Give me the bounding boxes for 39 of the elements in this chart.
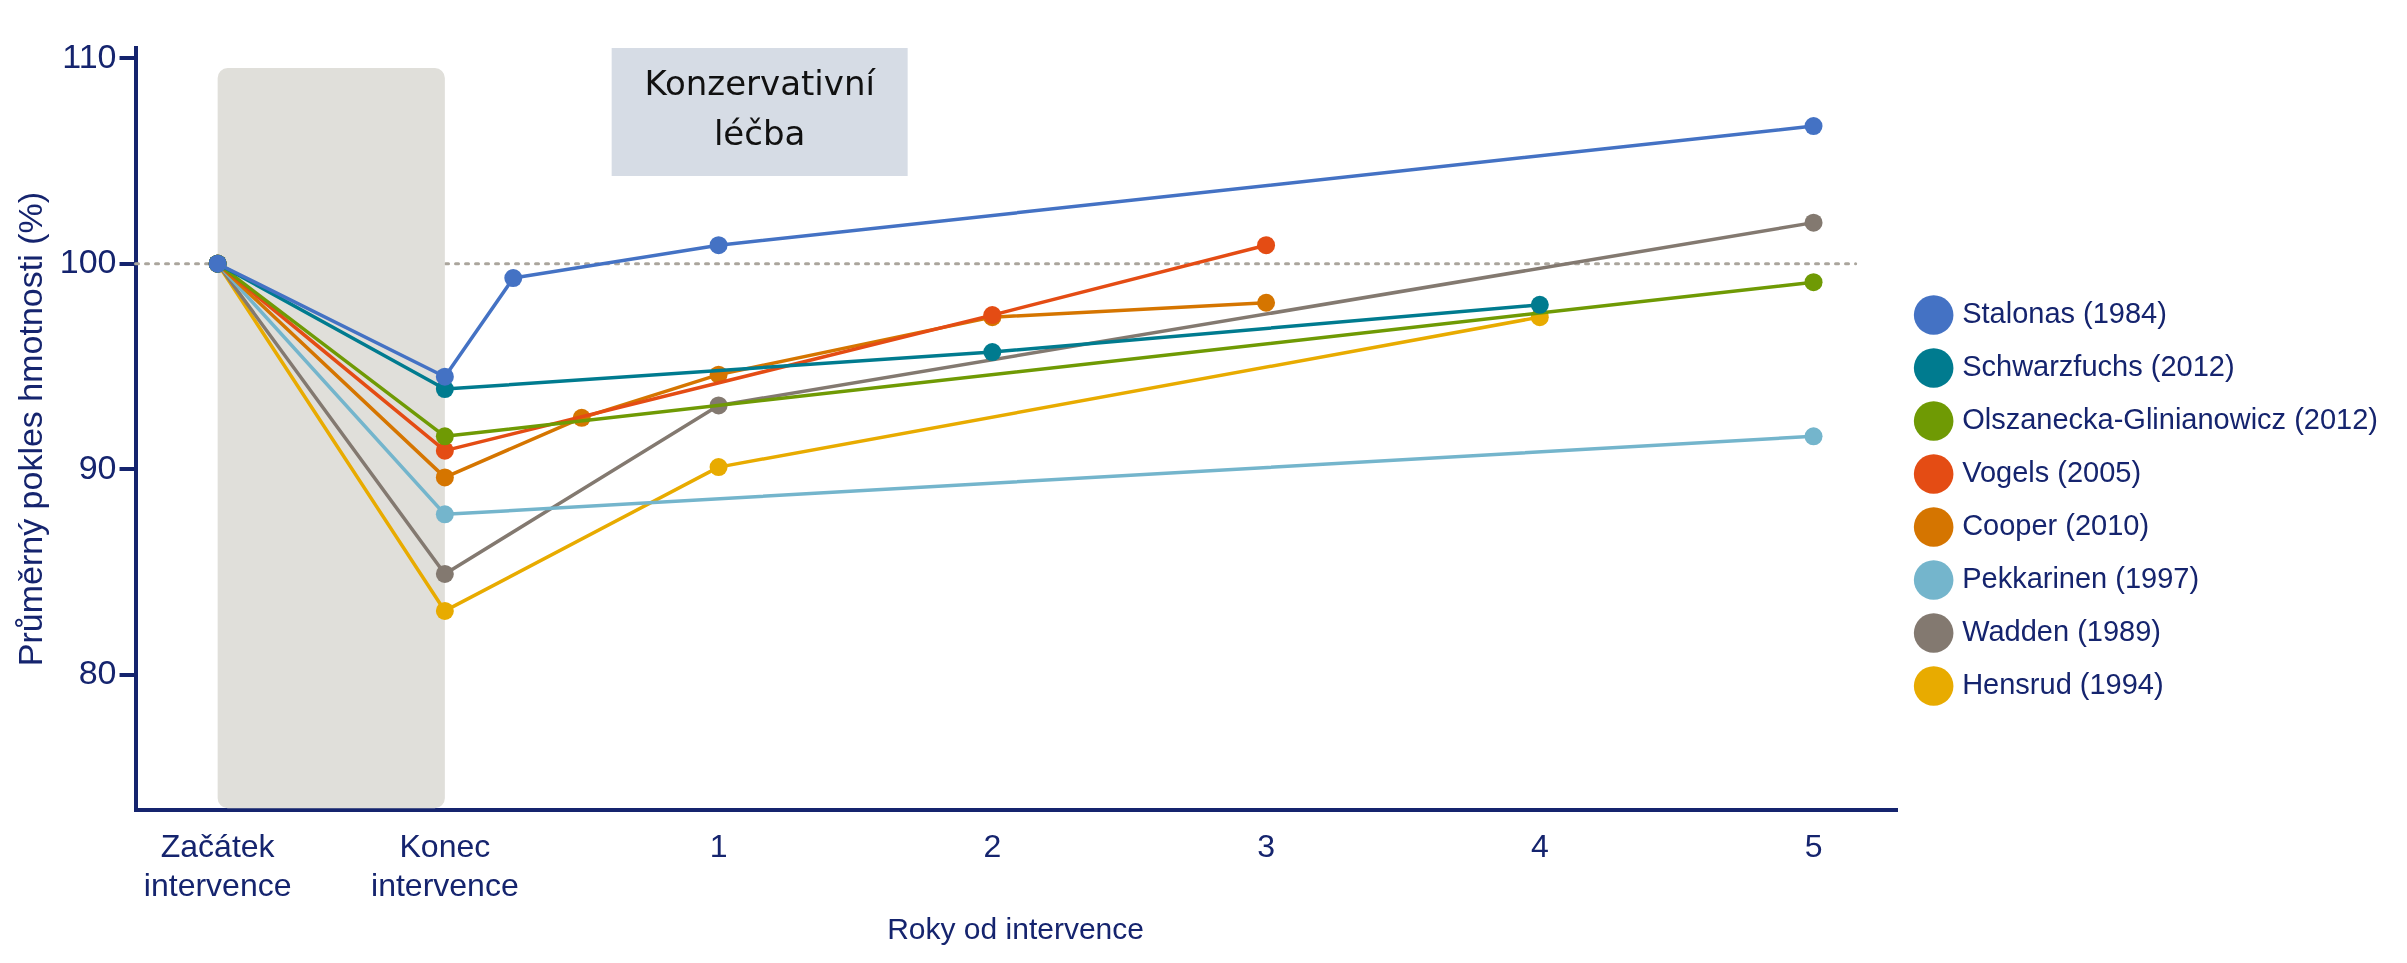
point — [435, 468, 454, 487]
x-tick-label: 3 — [1257, 828, 1275, 865]
point — [983, 343, 1002, 362]
point — [435, 564, 454, 583]
point — [1804, 427, 1823, 446]
x-tick-label: 5 — [1804, 828, 1823, 865]
x-axis-title: Roky od intervence — [887, 912, 1144, 946]
point — [709, 458, 728, 477]
point — [504, 269, 523, 288]
point — [1804, 213, 1823, 232]
point — [1804, 273, 1823, 292]
x-tick-label: Konec intervence — [371, 828, 519, 903]
legend-label: Pekkarinen (1997) — [1962, 562, 2200, 594]
y-axis-title: Průměrný pokles hmotnosti (%) — [10, 191, 49, 667]
legend-label: Vogels (2005) — [1962, 456, 2142, 488]
x-tick-label: 2 — [983, 828, 1002, 865]
x-tick-label: Začátek intervence — [143, 828, 292, 903]
point — [435, 367, 454, 386]
legend-label: Cooper (2010) — [1962, 509, 2150, 541]
point — [1804, 117, 1823, 136]
y-tick-label: 90 — [78, 447, 117, 486]
legend-label: Wadden (1989) — [1962, 615, 2161, 647]
legend-label: Stalonas (1984) — [1962, 297, 2167, 329]
point — [1530, 295, 1549, 314]
legend-label: Hensrud (1994) — [1962, 668, 2164, 700]
point — [435, 427, 454, 446]
legend-label: Schwarzfuchs (2012) — [1962, 350, 2235, 382]
x-tick-label: 1 — [709, 828, 728, 865]
point — [1257, 293, 1276, 312]
y-tick-label: 80 — [78, 652, 117, 691]
annotation: Konzervativní léčba — [644, 62, 877, 153]
y-tick-label: 100 — [59, 242, 117, 281]
point — [1257, 236, 1276, 255]
y-tick-label: 110 — [62, 36, 117, 75]
point — [709, 236, 728, 255]
point — [435, 505, 454, 524]
x-tick-label: 4 — [1530, 828, 1549, 865]
legend-label: Olszanecka-Glinianowicz (2012) — [1962, 403, 2378, 435]
point — [435, 601, 454, 620]
